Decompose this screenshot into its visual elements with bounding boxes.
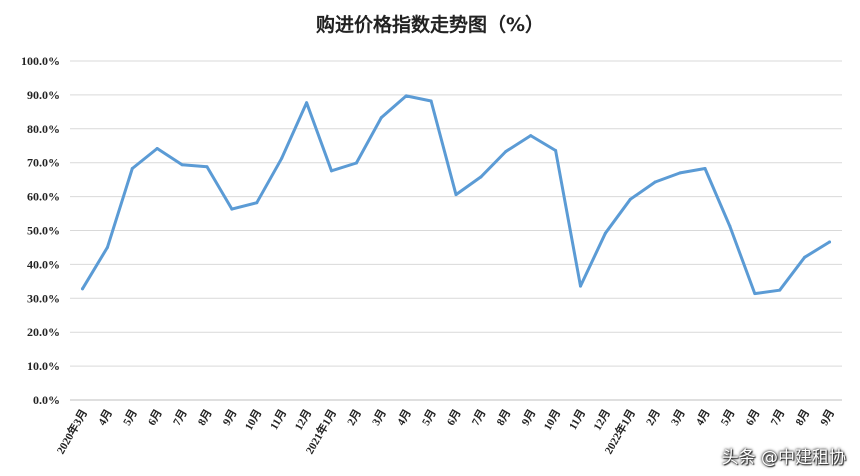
x-tick-label: 7月 — [768, 407, 788, 428]
x-tick-label: 8月 — [494, 407, 514, 428]
x-tick-label: 8月 — [793, 407, 813, 428]
data-point — [603, 231, 607, 235]
chart-title: 购进价格指数走势图（%） — [315, 14, 545, 36]
y-tick-label: 10.0% — [27, 359, 60, 373]
x-tick-label: 10月 — [541, 407, 563, 433]
data-point — [280, 156, 284, 160]
x-tick-label: 6月 — [145, 407, 165, 428]
x-tick-label: 2月 — [344, 407, 364, 428]
y-tick-label: 80.0% — [27, 122, 60, 136]
x-tick-label: 12月 — [292, 407, 314, 433]
y-tick-label: 40.0% — [27, 257, 60, 271]
data-point — [80, 287, 84, 291]
x-tick-label: 9月 — [818, 407, 838, 428]
data-point — [728, 224, 732, 228]
y-tick-label: 50.0% — [27, 224, 60, 238]
data-point — [678, 171, 682, 175]
x-tick-label: 2月 — [643, 407, 663, 428]
data-point — [230, 207, 234, 211]
data-point — [180, 163, 184, 167]
x-tick-label: 4月 — [95, 407, 115, 428]
data-point — [703, 166, 707, 170]
data-point — [255, 201, 259, 205]
x-tick-label: 12月 — [591, 407, 613, 433]
x-tick-label: 3月 — [369, 407, 389, 428]
series-layer — [80, 94, 832, 296]
x-tick-label: 8月 — [195, 407, 215, 428]
x-tick-label: 7月 — [469, 407, 489, 428]
y-tick-label: 0.0% — [33, 393, 60, 407]
y-tick-label: 100.0% — [21, 54, 60, 68]
x-tick-label: 5月 — [718, 407, 738, 428]
data-point — [130, 166, 134, 170]
x-tick-label: 5月 — [120, 407, 140, 428]
data-point — [529, 134, 533, 138]
x-tick-label: 2020年3月 — [53, 407, 90, 457]
data-point — [653, 180, 657, 184]
x-tick-label: 11月 — [566, 407, 588, 432]
data-point — [329, 169, 333, 173]
x-tick-label: 6月 — [444, 407, 464, 428]
x-tick-label: 9月 — [519, 407, 539, 428]
x-tick-label: 4月 — [693, 407, 713, 428]
data-point — [429, 99, 433, 103]
y-tick-label: 20.0% — [27, 325, 60, 339]
x-tick-label: 5月 — [419, 407, 439, 428]
data-point — [778, 288, 782, 292]
x-tick-label: 11月 — [267, 407, 289, 432]
data-point — [753, 292, 757, 296]
data-point — [105, 245, 109, 249]
y-tick-label: 30.0% — [27, 291, 60, 305]
y-tick-label: 70.0% — [27, 156, 60, 170]
data-point — [479, 175, 483, 179]
y-tick-label: 60.0% — [27, 190, 60, 204]
data-point — [404, 94, 408, 98]
y-axis-ticks: 0.0% 10.0% 20.0% 30.0% 40.0% 50.0% 60.0% 70.0% 8… — [21, 54, 60, 407]
data-point — [828, 240, 832, 244]
data-point — [504, 150, 508, 154]
data-point — [803, 255, 807, 259]
y-tick-label: 90.0% — [27, 88, 60, 102]
data-point — [628, 197, 632, 201]
data-point — [155, 146, 159, 150]
x-tick-label: 6月 — [743, 407, 763, 428]
data-point — [379, 116, 383, 120]
watermark: 头条 @中建租协 — [721, 448, 846, 468]
data-point — [305, 101, 309, 105]
data-point — [554, 148, 558, 152]
x-tick-label: 3月 — [668, 407, 688, 428]
x-tick-label: 4月 — [394, 407, 414, 428]
x-tick-label: 10月 — [242, 407, 264, 433]
gridlines — [70, 60, 842, 401]
data-point — [454, 193, 458, 197]
data-point — [205, 165, 209, 169]
data-point — [354, 161, 358, 165]
x-tick-label: 9月 — [220, 407, 240, 428]
x-tick-label: 7月 — [170, 407, 190, 428]
data-point — [579, 284, 583, 288]
